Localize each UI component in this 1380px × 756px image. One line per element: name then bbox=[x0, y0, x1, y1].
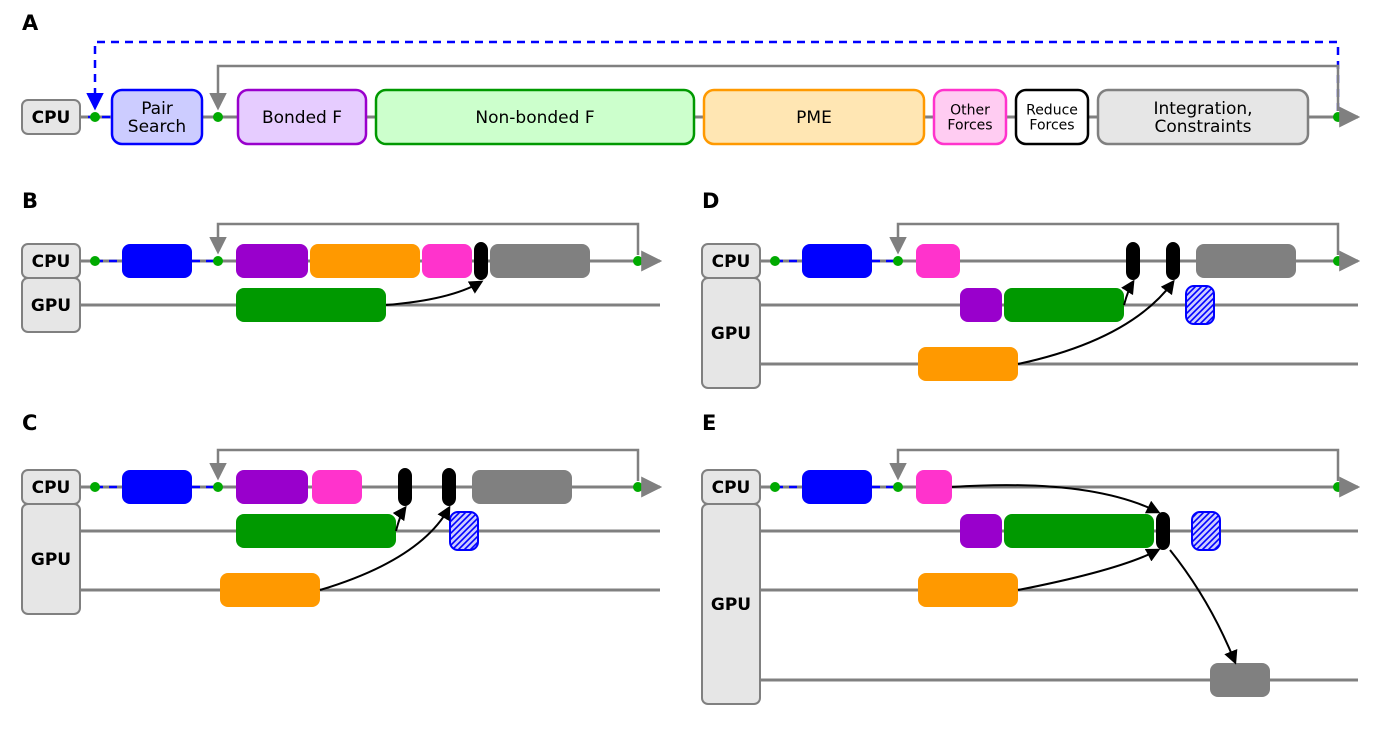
task-block-solid_black bbox=[1156, 512, 1170, 550]
cpu-device-box-label: CPU bbox=[712, 252, 751, 272]
task-block-solid_magenta bbox=[916, 244, 960, 278]
task-block-solid_gray bbox=[1196, 244, 1296, 278]
task-block-solid_orange bbox=[918, 573, 1018, 607]
sync-point bbox=[90, 256, 100, 266]
task-block-solid_blue bbox=[122, 470, 192, 504]
reduce-label: Forces bbox=[1029, 118, 1074, 134]
gpu-device-box-label: GPU bbox=[31, 296, 71, 316]
nonbonded-label: Non-bonded F bbox=[475, 108, 594, 128]
cpu-device-box-label: CPU bbox=[32, 108, 71, 128]
task-block-solid_purple bbox=[236, 470, 308, 504]
task-block-hatched_blue bbox=[1186, 286, 1214, 324]
sync-point bbox=[213, 112, 223, 122]
task-block-solid_orange bbox=[310, 244, 420, 278]
task-block-solid_purple bbox=[960, 514, 1002, 548]
task-block-solid_blue bbox=[802, 470, 872, 504]
sync-point bbox=[893, 256, 903, 266]
task-block-solid_black bbox=[1126, 242, 1140, 280]
sync-point bbox=[893, 482, 903, 492]
task-block-solid_blue bbox=[802, 244, 872, 278]
task-block-solid_gray bbox=[490, 244, 590, 278]
cpu-device-box-label: CPU bbox=[32, 252, 71, 272]
gpu-device-box-label: GPU bbox=[711, 324, 751, 344]
pme-label: PME bbox=[796, 108, 832, 128]
gpu-device-box-label: GPU bbox=[31, 550, 71, 570]
diagram-root: A CPU PairSearch Bonded F Non-bonded F PME Oth… bbox=[0, 0, 1380, 756]
sync-point bbox=[633, 256, 643, 266]
data-transfer-arrow bbox=[1018, 550, 1158, 590]
task-block-solid_black bbox=[442, 468, 456, 506]
other-label: Forces bbox=[947, 118, 992, 134]
sync-point bbox=[633, 482, 643, 492]
bonded-label: Bonded F bbox=[262, 108, 342, 128]
other-label: Other bbox=[950, 103, 990, 119]
task-block-solid_purple bbox=[960, 288, 1002, 322]
sync-point bbox=[213, 482, 223, 492]
sync-point bbox=[770, 256, 780, 266]
panel-label-A: A bbox=[22, 11, 39, 35]
cpu-device-box-label: CPU bbox=[32, 478, 71, 498]
pair_search-label: Pair bbox=[141, 99, 173, 119]
task-block-solid_magenta bbox=[422, 244, 472, 278]
task-block-solid_purple bbox=[236, 244, 308, 278]
integrate-label: Integration, bbox=[1153, 99, 1252, 119]
integrate-label: Constraints bbox=[1155, 117, 1252, 137]
task-block-solid_black bbox=[1166, 242, 1180, 280]
reduce-label: Reduce bbox=[1026, 103, 1078, 119]
panel-label-E: E bbox=[702, 411, 716, 435]
task-block-solid_black bbox=[398, 468, 412, 506]
task-block-solid_green bbox=[236, 288, 386, 322]
panel-label-D: D bbox=[702, 189, 719, 213]
data-transfer-arrow bbox=[386, 282, 481, 305]
data-transfer-arrow bbox=[952, 485, 1158, 512]
sync-point bbox=[90, 482, 100, 492]
gpu-device-box-label: GPU bbox=[711, 595, 751, 615]
task-block-solid_green bbox=[1004, 288, 1124, 322]
task-block-solid_orange bbox=[918, 347, 1018, 381]
panel-label-C: C bbox=[22, 411, 37, 435]
task-block-solid_orange bbox=[220, 573, 320, 607]
sync-point bbox=[213, 256, 223, 266]
cpu-device-box-label: CPU bbox=[712, 478, 751, 498]
task-block-hatched_blue bbox=[450, 512, 478, 550]
task-block-solid_green bbox=[1004, 514, 1154, 548]
sync-point bbox=[90, 112, 100, 122]
panel-label-B: B bbox=[22, 189, 38, 213]
task-block-solid_green bbox=[236, 514, 396, 548]
pair_search-label: Search bbox=[128, 117, 186, 137]
task-block-solid_blue bbox=[122, 244, 192, 278]
step-loop-arrow bbox=[898, 450, 1338, 481]
data-transfer-arrow bbox=[1124, 282, 1133, 305]
data-transfer-arrow bbox=[1170, 550, 1235, 662]
task-block-solid_gray bbox=[472, 470, 572, 504]
task-block-solid_magenta bbox=[312, 470, 362, 504]
sync-point bbox=[770, 482, 780, 492]
task-block-solid_gray bbox=[1210, 663, 1270, 697]
data-transfer-arrow bbox=[396, 508, 405, 531]
task-block-solid_magenta bbox=[916, 470, 952, 504]
task-block-solid_black bbox=[474, 242, 488, 280]
task-block-hatched_blue bbox=[1192, 512, 1220, 550]
